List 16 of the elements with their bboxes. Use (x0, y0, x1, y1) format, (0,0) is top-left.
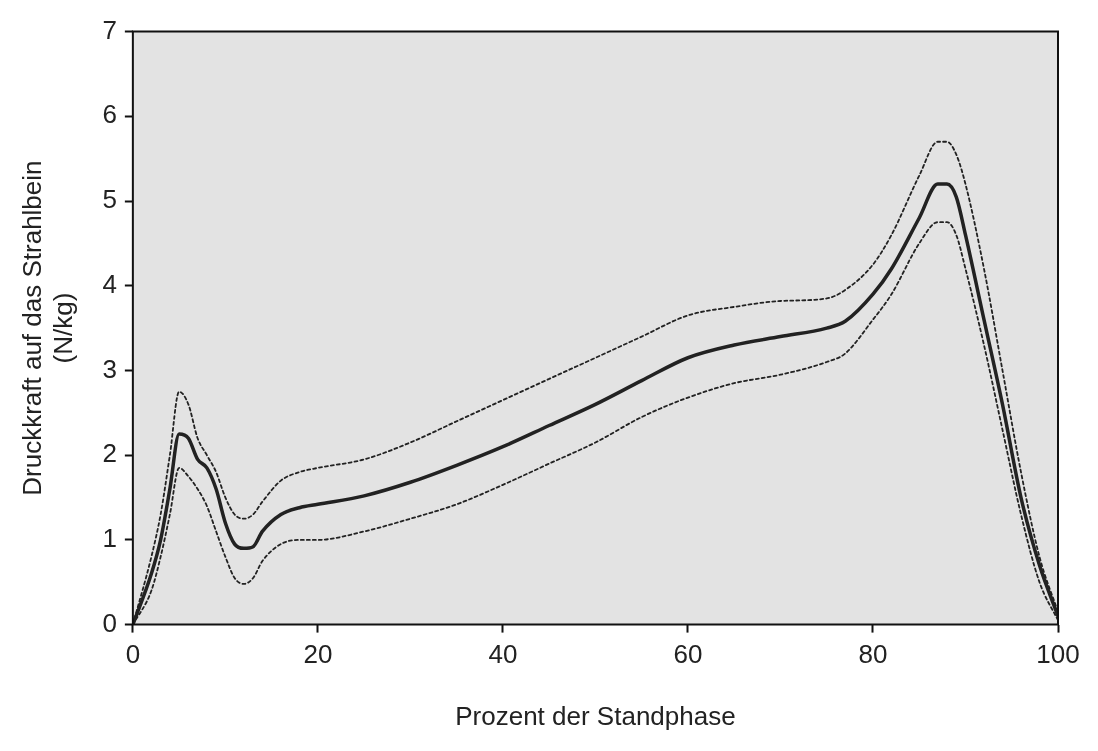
x-axis-title: Prozent der Standphase (455, 700, 736, 731)
y-tick-label: 3 (102, 353, 117, 384)
y-tick-label: 7 (102, 14, 117, 45)
x-tick-label: 80 (858, 639, 888, 670)
x-tick-label: 60 (673, 639, 703, 670)
y-tick-label: 4 (102, 268, 117, 299)
y-tick-label: 5 (102, 184, 117, 215)
x-tick-label: 0 (125, 639, 141, 670)
y-tick-label: 2 (102, 438, 117, 469)
x-tick-label: 20 (303, 639, 333, 670)
x-tick-label: 40 (488, 639, 518, 670)
x-tick-label: 100 (1036, 639, 1080, 670)
y-axis-title: Druckkraft auf das Strahlbein (N/kg) (16, 160, 78, 496)
y-tick-label: 6 (102, 99, 117, 130)
y-tick-label: 1 (102, 523, 117, 554)
y-tick-label: 0 (102, 607, 117, 638)
